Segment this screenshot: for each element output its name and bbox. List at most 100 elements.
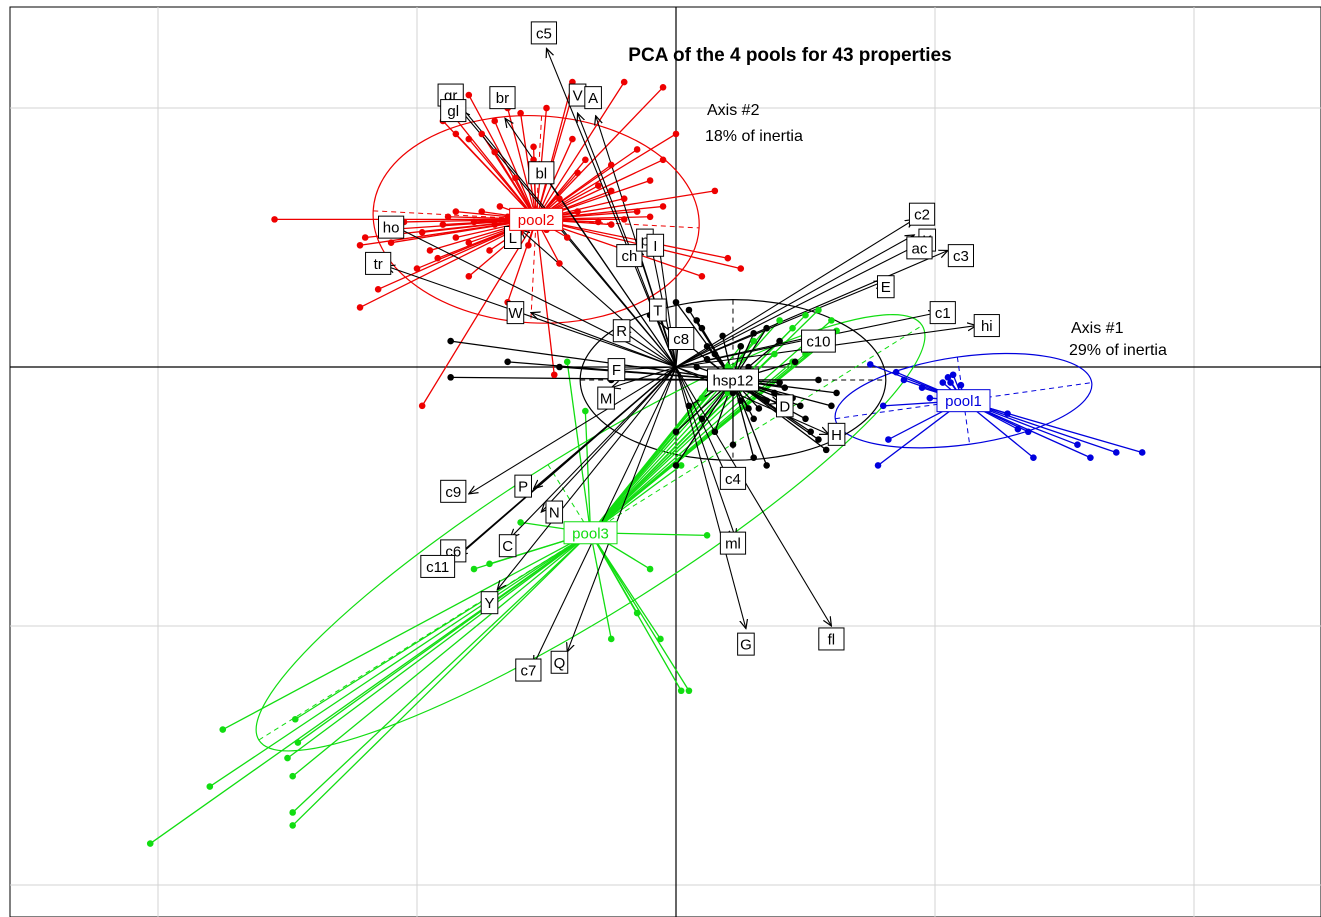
- pool3-spoke: [590, 319, 832, 534]
- pool3-spoke: [590, 397, 703, 534]
- hsp12-point: [698, 415, 706, 423]
- hsp12-point: [776, 379, 783, 386]
- label-bl: bl: [535, 165, 547, 182]
- pool2-point: [434, 254, 442, 262]
- label-c2: c2: [914, 207, 930, 224]
- pool2-point: [607, 161, 615, 169]
- pool2-point: [356, 241, 364, 249]
- label-c3: c3: [953, 248, 969, 265]
- grid-lines: [10, 7, 1321, 917]
- pool3-point: [470, 565, 478, 573]
- label-W: W: [508, 305, 523, 322]
- label-N: N: [549, 505, 560, 522]
- label-G: G: [740, 637, 752, 654]
- pool2-spoke: [536, 218, 728, 259]
- arrow-ml: [675, 366, 736, 538]
- pool2-spoke: [536, 190, 715, 221]
- arrow-H: [675, 366, 829, 434]
- hsp12-point: [672, 462, 680, 469]
- arrow-R: [622, 331, 677, 368]
- pool2-label-box: [509, 207, 564, 231]
- pool2-point: [543, 104, 550, 112]
- hsp12-point: [763, 397, 770, 404]
- pool3-point: [815, 306, 822, 314]
- label-fl: fl: [828, 631, 836, 648]
- label-box-F: [607, 358, 626, 382]
- pool3-spoke: [566, 361, 592, 533]
- label-box-fl: [818, 627, 845, 651]
- pool2-point: [607, 187, 615, 195]
- arrow-c3: [675, 250, 948, 368]
- arrow-N: [541, 366, 677, 512]
- pool3-spoke: [149, 532, 591, 845]
- pool2-point: [439, 221, 447, 228]
- label-box-E: [876, 275, 895, 299]
- hsp12-point: [672, 298, 680, 306]
- pool2-point: [271, 216, 278, 223]
- label-E: E: [881, 279, 891, 296]
- pool3-spoke: [584, 411, 592, 533]
- label-H: H: [831, 427, 842, 444]
- hsp12-point: [828, 402, 835, 410]
- pool2-point: [496, 203, 504, 210]
- pool2-point: [452, 130, 460, 138]
- hsp12-point: [755, 405, 763, 412]
- arrow-K: [675, 235, 914, 368]
- label-box-tr: [365, 251, 392, 275]
- label-I: I: [653, 238, 657, 255]
- pool3-point: [284, 754, 291, 762]
- label-box-hsp12: [706, 368, 759, 392]
- pool2-point: [574, 169, 581, 177]
- arrow-c4: [675, 366, 728, 478]
- label-L: L: [509, 230, 517, 247]
- pool2-spoke: [507, 219, 537, 303]
- label-T: T: [653, 303, 662, 320]
- label-c9: c9: [445, 484, 461, 501]
- pool3-point: [828, 317, 835, 324]
- pool2-point: [582, 156, 589, 164]
- pool2-point: [478, 130, 486, 138]
- pool2-label: pool2: [518, 212, 555, 229]
- pool2-point: [465, 91, 473, 99]
- label-box-Q: [550, 650, 569, 674]
- label-P: P: [518, 479, 528, 496]
- hsp12-point: [776, 337, 783, 345]
- pool1-point: [918, 384, 926, 392]
- label-box-N: [545, 500, 564, 524]
- hsp12-spoke: [675, 379, 734, 466]
- pool1-point: [1004, 410, 1011, 417]
- pool1-point: [874, 462, 882, 469]
- pool3-point: [291, 715, 299, 723]
- label-c8: c8: [673, 331, 689, 348]
- hsp12-point: [763, 462, 770, 469]
- hsp12-point: [763, 324, 770, 332]
- label-tr: tr: [374, 256, 383, 273]
- label-box-c10: [801, 329, 836, 353]
- pool3-spoke: [292, 532, 591, 826]
- pool2-spoke: [535, 133, 677, 220]
- hsp12-point: [672, 428, 680, 436]
- pool1-point: [939, 379, 947, 386]
- pool3-spoke: [590, 379, 755, 534]
- pool1-point: [944, 374, 952, 381]
- pool3-point: [789, 324, 796, 332]
- pool1-point: [1087, 454, 1094, 461]
- label-ac: ac: [912, 240, 928, 257]
- pool2-point: [659, 83, 667, 91]
- hsp12-point: [693, 363, 701, 371]
- label-box-ml: [719, 531, 747, 555]
- label-box-H: [827, 422, 846, 446]
- hsp12-point: [504, 358, 511, 366]
- pool2-point: [607, 221, 615, 228]
- hsp12-point: [447, 374, 454, 381]
- hsp12-point: [711, 428, 719, 436]
- pool2-point: [563, 234, 571, 241]
- pool3-point: [486, 560, 493, 568]
- pool3-point: [776, 317, 783, 324]
- label-Q: Q: [554, 655, 566, 672]
- pool3-point: [703, 532, 711, 539]
- variable-labels: c5grglbrVAblhoLtrWRchpITc8FMc2Kacc3Ec1hi…: [365, 21, 1000, 682]
- arrow-ho: [386, 222, 677, 368]
- label-box-ch: [616, 244, 643, 268]
- arrow-F: [616, 367, 677, 370]
